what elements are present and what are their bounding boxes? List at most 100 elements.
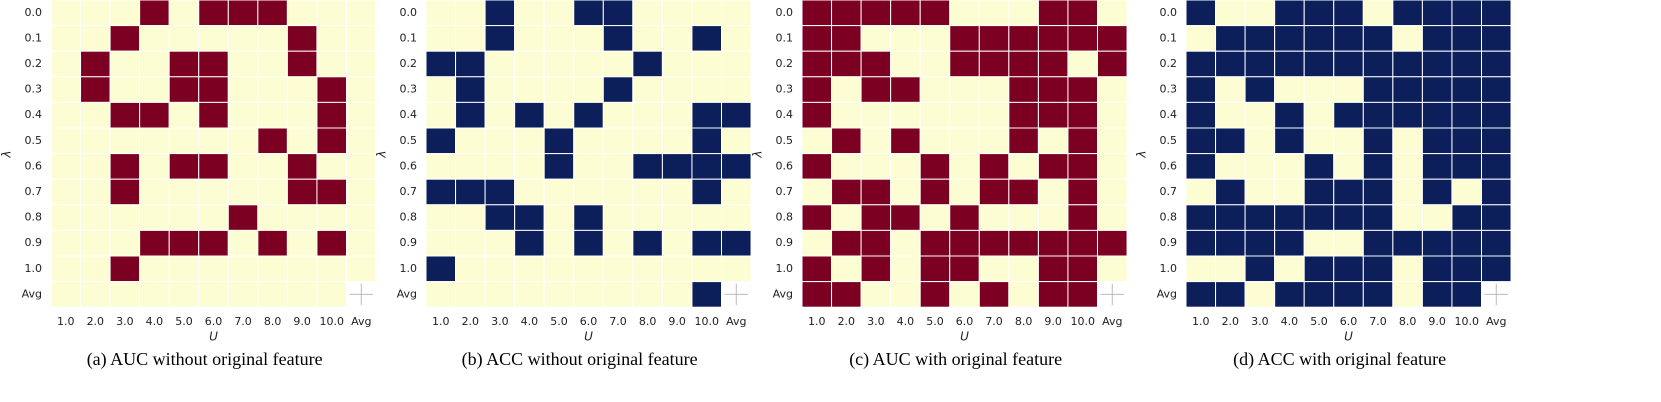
heatmap-cell bbox=[801, 50, 833, 78]
y-tick-label: 0.3 bbox=[400, 83, 418, 96]
heatmap-cell bbox=[602, 127, 634, 155]
heatmap-cell bbox=[1244, 127, 1276, 155]
heatmap-cell bbox=[801, 255, 833, 283]
heatmap-cell bbox=[1244, 178, 1276, 206]
x-tick-label: 4.0 bbox=[1281, 315, 1299, 328]
x-tick-label: 8.0 bbox=[1399, 315, 1417, 328]
heatmap-cell bbox=[198, 153, 229, 180]
heatmap-cell bbox=[139, 229, 170, 257]
heatmap-cell bbox=[602, 153, 634, 180]
heatmap-cell bbox=[543, 255, 575, 283]
heatmap-cell bbox=[1421, 153, 1453, 180]
heatmap-cell bbox=[1008, 229, 1039, 257]
heatmap-cell bbox=[1421, 281, 1453, 308]
y-tick-label: 0.5 bbox=[25, 134, 43, 147]
heatmap-cell bbox=[1244, 76, 1276, 103]
heatmap-cell bbox=[801, 153, 833, 180]
heatmap-cell bbox=[1303, 50, 1335, 78]
heatmap-cell bbox=[860, 101, 892, 129]
heatmap-cell bbox=[1451, 127, 1482, 155]
heatmap-cell bbox=[890, 127, 921, 155]
heatmap-cell bbox=[632, 229, 663, 257]
heatmap-cell bbox=[139, 178, 170, 206]
heatmap-cell bbox=[1274, 76, 1305, 103]
y-tick-label: 0.5 bbox=[400, 134, 418, 147]
heatmap-cell bbox=[455, 25, 486, 52]
heatmap-cell bbox=[1451, 0, 1482, 27]
heatmap-cell bbox=[602, 25, 634, 52]
heatmap-cell bbox=[1274, 153, 1305, 180]
heatmap-cell bbox=[1067, 153, 1098, 180]
y-tick-label: 0.2 bbox=[776, 57, 794, 70]
x-tick-label: 5.0 bbox=[550, 315, 568, 328]
x-tick-label: Avg bbox=[1102, 315, 1122, 328]
x-tick-label: Avg bbox=[1486, 315, 1506, 328]
heatmap-cell bbox=[661, 229, 693, 257]
heatmap-cell bbox=[978, 25, 1010, 52]
heatmap-cell bbox=[1481, 25, 1512, 52]
heatmap-cell bbox=[890, 204, 921, 231]
heatmap-cell bbox=[1421, 101, 1453, 129]
y-tick-label: 0.2 bbox=[1160, 57, 1178, 70]
heatmap-cell bbox=[691, 101, 723, 129]
heatmap-cell bbox=[1392, 281, 1423, 308]
heatmap-panel: 0.0 0.1 0.2 0.3 0.4 0.5 0.6 0.7 0.8 0.9 1.0 Avg 1.0 2… bbox=[0, 0, 377, 370]
x-tick-label: 1.0 bbox=[57, 315, 75, 328]
heatmap-cell bbox=[1274, 0, 1305, 27]
heatmap-cell bbox=[1067, 101, 1098, 129]
heatmap-cell bbox=[949, 50, 980, 78]
heatmap-cell bbox=[227, 0, 259, 27]
y-tick-label: 0.3 bbox=[25, 83, 43, 96]
heatmap-cell bbox=[1362, 229, 1394, 257]
x-tick-label: 3.0 bbox=[867, 315, 885, 328]
heatmap-cell bbox=[455, 229, 486, 257]
heatmap-cell bbox=[543, 0, 575, 27]
heatmap-cell bbox=[1244, 0, 1276, 27]
caption: (a) AUC without original feature bbox=[87, 349, 323, 370]
heatmap-cell bbox=[484, 76, 516, 103]
heatmap-cell bbox=[1185, 0, 1217, 27]
heatmap-cell bbox=[1362, 281, 1394, 308]
heatmap-cell bbox=[1185, 101, 1217, 129]
heatmap-cell bbox=[721, 153, 752, 180]
heatmap-cell bbox=[1067, 255, 1098, 283]
heatmap-cell bbox=[1215, 153, 1246, 180]
heatmap-cell bbox=[227, 255, 259, 283]
heatmap-panel: 0.0 0.1 0.2 0.3 0.4 0.5 0.6 0.7 0.8 0.9 1.0 Avg 1.0 2… bbox=[751, 0, 1128, 370]
heatmap-cell bbox=[543, 178, 575, 206]
heatmap-cell bbox=[1097, 255, 1128, 283]
heatmap-cell bbox=[691, 25, 723, 52]
heatmap-cell bbox=[316, 153, 348, 180]
heatmap-cell bbox=[978, 178, 1010, 206]
heatmap-cell bbox=[1185, 178, 1217, 206]
heatmap-cell bbox=[1037, 101, 1069, 129]
heatmap-cell bbox=[50, 255, 82, 283]
heatmap-cell bbox=[80, 127, 111, 155]
heatmap-cell bbox=[227, 229, 259, 257]
heatmap-cell bbox=[1067, 127, 1098, 155]
heatmap-cell bbox=[978, 0, 1010, 27]
y-tick-label: 0.9 bbox=[776, 236, 794, 249]
heatmap-cell bbox=[1362, 255, 1394, 283]
heatmap-cell bbox=[632, 101, 663, 129]
y-tick-label: Avg bbox=[773, 287, 793, 300]
heatmap-cell bbox=[346, 178, 377, 206]
heatmap-cell bbox=[346, 25, 377, 52]
heatmap-cell bbox=[632, 76, 663, 103]
y-tick-label: 0.8 bbox=[400, 211, 418, 224]
heatmap-cell bbox=[1215, 101, 1246, 129]
heatmap-cell bbox=[1008, 50, 1039, 78]
heatmap-cell bbox=[949, 153, 980, 180]
heatmap-cell bbox=[543, 76, 575, 103]
y-tick-label: Avg bbox=[22, 287, 42, 300]
heatmap-cell bbox=[721, 101, 752, 129]
heatmap-cell bbox=[543, 25, 575, 52]
heatmap-cell bbox=[316, 76, 348, 103]
heatmap-cell bbox=[514, 204, 545, 231]
heatmap-cell bbox=[80, 25, 111, 52]
heatmap-cell bbox=[425, 178, 457, 206]
heatmap-cell bbox=[227, 153, 259, 180]
heatmap-cell bbox=[257, 229, 288, 257]
heatmap-cell bbox=[514, 255, 545, 283]
heatmap-cell bbox=[949, 25, 980, 52]
